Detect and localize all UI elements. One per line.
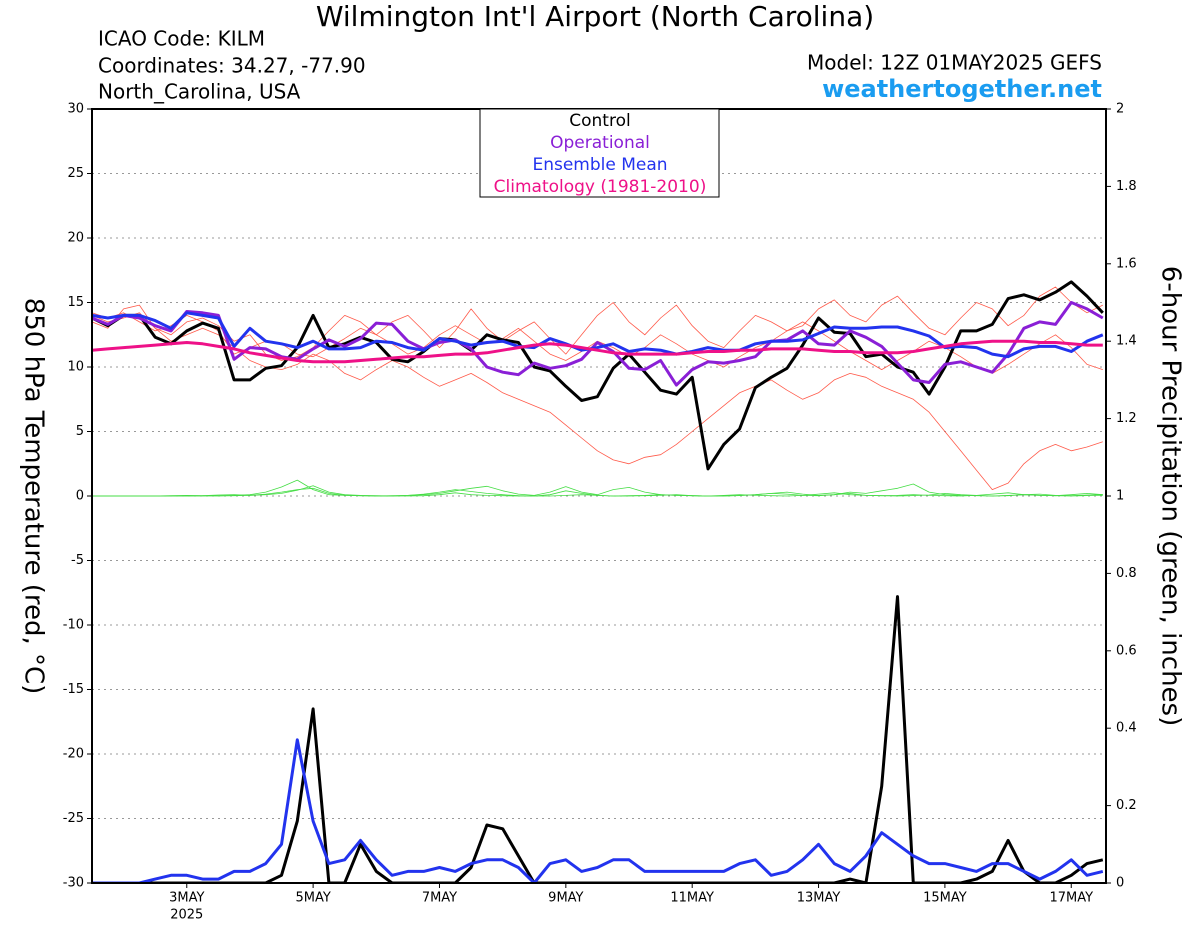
y-tick-label: 25 bbox=[67, 166, 84, 181]
legend-entry: Control bbox=[569, 111, 630, 131]
legend-entry: Operational bbox=[550, 133, 650, 153]
y-tick-label: 5 bbox=[76, 424, 84, 439]
series-line bbox=[92, 339, 1103, 364]
x-tick-label: 11MAY bbox=[670, 891, 714, 906]
y2-tick-label: 0.4 bbox=[1116, 721, 1137, 736]
temp-member-line bbox=[92, 312, 1103, 490]
precip-member-line bbox=[92, 485, 1103, 497]
y2-tick-label: 0.2 bbox=[1116, 798, 1137, 813]
series-line bbox=[92, 280, 1104, 471]
y2-tick-label: 1.8 bbox=[1116, 179, 1137, 194]
series-line bbox=[92, 311, 1104, 359]
x-tick-label: 9MAY bbox=[548, 891, 583, 906]
y-tick-label: 30 bbox=[67, 102, 84, 117]
legend-entry: Ensemble Mean bbox=[532, 155, 667, 175]
x-tick-label: 3MAY bbox=[169, 891, 204, 906]
y2-tick-label: 1 bbox=[1116, 489, 1124, 504]
y2-tick-label: 0.6 bbox=[1116, 643, 1137, 658]
y2-tick-label: 0.8 bbox=[1116, 566, 1137, 581]
legend-entry: Climatology (1981-2010) bbox=[494, 177, 707, 197]
x-tick-label: 5MAY bbox=[295, 891, 330, 906]
y-tick-label: 0 bbox=[76, 489, 84, 504]
y2-tick-label: 1.4 bbox=[1116, 334, 1137, 349]
series-line bbox=[92, 301, 1104, 387]
y-tick-label: -15 bbox=[63, 682, 84, 697]
y-axis-label: 850 hPa Temperature (red, °C) bbox=[19, 298, 49, 695]
model-label: Model: 12Z 01MAY2025 GEFS bbox=[807, 51, 1102, 75]
x-tick-label: 13MAY bbox=[797, 891, 841, 906]
y2-tick-label: 0 bbox=[1116, 876, 1124, 891]
series-line bbox=[92, 738, 1104, 883]
axes: -30-25-20-15-10-505101520253000.20.40.60… bbox=[63, 102, 1137, 923]
y2-tick-label: 1.2 bbox=[1116, 411, 1137, 426]
x-year-label: 2025 bbox=[170, 908, 203, 923]
x-tick-label: 17MAY bbox=[1049, 891, 1093, 906]
y-tick-label: 10 bbox=[67, 360, 84, 375]
y-tick-label: -20 bbox=[63, 747, 84, 762]
y-tick-label: -25 bbox=[63, 811, 84, 826]
y-tick-label: 15 bbox=[67, 295, 84, 310]
y-tick-label: 20 bbox=[67, 231, 84, 246]
y-tick-label: -30 bbox=[63, 876, 84, 891]
y2-tick-label: 2 bbox=[1116, 102, 1124, 117]
info-line: ICAO Code: KILM bbox=[98, 27, 265, 51]
y-tick-label: -10 bbox=[63, 618, 84, 633]
plot-lines bbox=[92, 280, 1104, 883]
info-line: North_Carolina, USA bbox=[98, 80, 301, 104]
y2-tick-label: 1.6 bbox=[1116, 256, 1137, 271]
chart-title: Wilmington Int'l Airport (North Carolina… bbox=[316, 0, 874, 33]
x-tick-label: 15MAY bbox=[923, 891, 967, 906]
site-label: weathertogether.net bbox=[822, 75, 1102, 103]
legend-box bbox=[479, 108, 720, 198]
y-tick-label: -5 bbox=[71, 553, 84, 568]
x-tick-label: 7MAY bbox=[422, 891, 457, 906]
info-line: Coordinates: 34.27, -77.90 bbox=[98, 54, 366, 78]
y2-axis-label: 6-hour Precipitation (green, inches) bbox=[1156, 266, 1186, 726]
